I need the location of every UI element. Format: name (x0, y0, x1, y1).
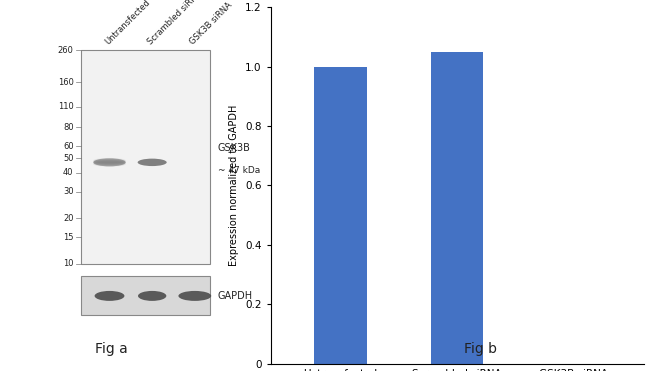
Bar (81, 276, 211, 315)
Ellipse shape (94, 161, 125, 166)
Text: Scrambled siRNA: Scrambled siRNA (146, 0, 203, 47)
Text: 60: 60 (63, 142, 73, 151)
Ellipse shape (95, 291, 124, 301)
Ellipse shape (94, 158, 125, 163)
Ellipse shape (138, 159, 166, 166)
Text: GSK3B: GSK3B (218, 144, 251, 154)
Ellipse shape (178, 291, 211, 301)
Text: 30: 30 (63, 187, 73, 196)
Bar (431, 52, 484, 364)
Text: ~ 47 kDa: ~ 47 kDa (218, 166, 260, 175)
Ellipse shape (94, 161, 125, 165)
Ellipse shape (138, 291, 166, 301)
Ellipse shape (94, 158, 125, 167)
Text: 15: 15 (63, 233, 73, 242)
Text: 40: 40 (63, 168, 73, 177)
Ellipse shape (94, 162, 125, 167)
Ellipse shape (94, 159, 125, 164)
Text: 80: 80 (63, 123, 73, 132)
Text: 160: 160 (58, 78, 73, 86)
Ellipse shape (94, 158, 125, 163)
Text: 110: 110 (58, 102, 73, 111)
Text: 260: 260 (58, 46, 73, 55)
Text: 10: 10 (63, 259, 73, 268)
Ellipse shape (94, 160, 125, 165)
Ellipse shape (94, 160, 125, 164)
Text: 20: 20 (63, 214, 73, 223)
Text: Untransfected: Untransfected (103, 0, 152, 47)
Text: Fig b: Fig b (465, 342, 497, 356)
Text: Fig a: Fig a (94, 342, 127, 357)
Text: GAPDH: GAPDH (218, 291, 253, 301)
Text: 50: 50 (63, 154, 73, 163)
Bar (315, 67, 367, 364)
Y-axis label: Expression normalized to GAPDH: Expression normalized to GAPDH (229, 105, 239, 266)
Text: GSK3B siRNA: GSK3B siRNA (188, 1, 235, 47)
Bar (81, 50, 211, 264)
